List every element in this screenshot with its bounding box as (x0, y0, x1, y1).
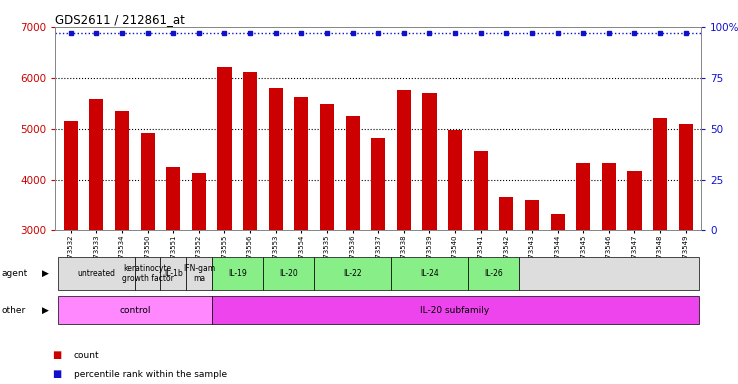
Text: untreated: untreated (77, 269, 115, 278)
Text: ▶: ▶ (42, 269, 49, 278)
Bar (653, 118, 667, 230)
Text: ▶: ▶ (42, 306, 49, 314)
Bar (601, 163, 616, 230)
Text: IL-1b: IL-1b (164, 269, 182, 278)
Text: count: count (74, 351, 100, 360)
Bar (576, 163, 590, 230)
Bar (345, 116, 359, 230)
Text: other: other (1, 306, 26, 314)
Text: IL-22: IL-22 (343, 269, 362, 278)
Bar (166, 167, 180, 230)
Bar (140, 133, 155, 230)
Bar (679, 124, 693, 230)
Bar (500, 197, 514, 230)
Text: GDS2611 / 212861_at: GDS2611 / 212861_at (55, 13, 185, 26)
Bar (397, 91, 411, 230)
Bar (474, 151, 488, 230)
Bar (115, 111, 129, 230)
Text: percentile rank within the sample: percentile rank within the sample (74, 370, 227, 379)
Bar (448, 130, 462, 230)
Bar (525, 200, 539, 230)
Bar (422, 93, 436, 230)
Text: IL-24: IL-24 (420, 269, 439, 278)
Bar (192, 173, 206, 230)
Bar (269, 88, 283, 230)
Text: IFN-gam
ma: IFN-gam ma (183, 264, 215, 283)
Text: keratinocyte
growth factor: keratinocyte growth factor (122, 264, 173, 283)
Text: control: control (119, 306, 151, 314)
Text: agent: agent (1, 269, 28, 278)
Text: ■: ■ (52, 350, 61, 360)
Text: IL-20: IL-20 (279, 269, 298, 278)
Text: IL-26: IL-26 (484, 269, 503, 278)
Bar (627, 171, 641, 230)
Text: IL-20 subfamily: IL-20 subfamily (421, 306, 490, 314)
Bar (243, 72, 257, 230)
Bar (63, 121, 77, 230)
Text: ■: ■ (52, 369, 61, 379)
Bar (371, 138, 385, 230)
Bar (218, 66, 232, 230)
Bar (294, 97, 308, 230)
Bar (89, 99, 103, 230)
Text: IL-19: IL-19 (228, 269, 246, 278)
Bar (551, 214, 565, 230)
Bar (320, 104, 334, 230)
